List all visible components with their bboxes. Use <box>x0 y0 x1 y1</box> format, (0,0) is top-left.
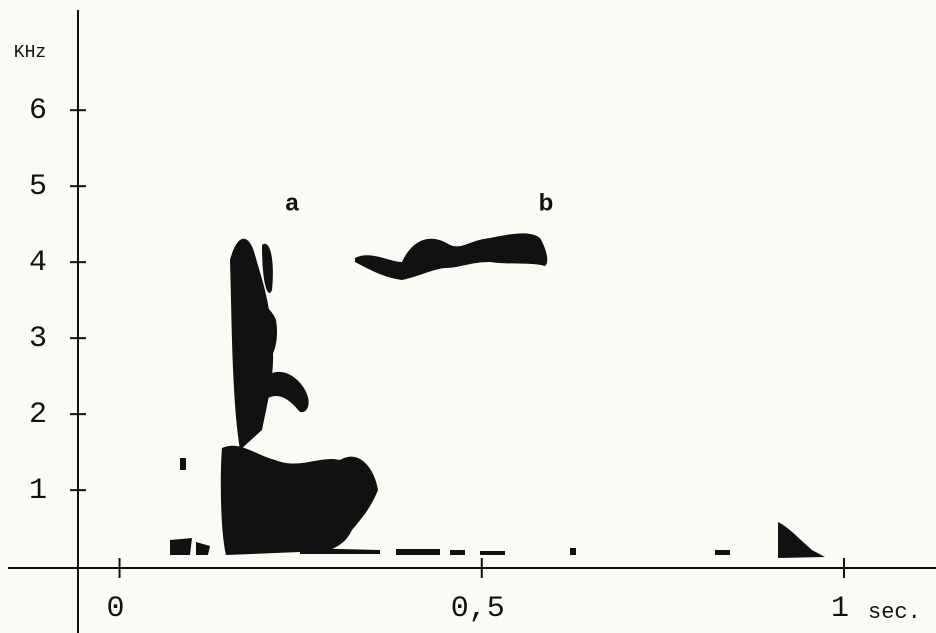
noise-late <box>778 522 825 558</box>
spectrogram-marks <box>170 233 825 558</box>
x-tick-label: 1 <box>831 592 849 626</box>
y-tick-label: 2 <box>29 398 47 432</box>
y-tick-label: 3 <box>29 322 47 356</box>
call-a-2k <box>262 371 309 413</box>
y-tick-label: 4 <box>29 246 47 280</box>
x-tick-label: 0,5 <box>451 592 505 626</box>
y-tick-label: 6 <box>29 94 47 128</box>
baseline-noise <box>300 548 730 555</box>
call-a-top <box>262 243 273 293</box>
noise-early <box>170 458 210 555</box>
x-tick-label: 0 <box>107 592 125 626</box>
call-b <box>355 233 548 280</box>
x-axis-label: sec. <box>868 600 921 625</box>
annotation: a <box>285 189 299 216</box>
y-tick-label: 1 <box>29 474 47 508</box>
y-axis-label: KHz <box>14 43 46 63</box>
call-a-3k <box>231 301 278 370</box>
call-a-low <box>220 445 378 555</box>
y-tick-label: 5 <box>29 170 47 204</box>
annotation: b <box>539 189 554 216</box>
